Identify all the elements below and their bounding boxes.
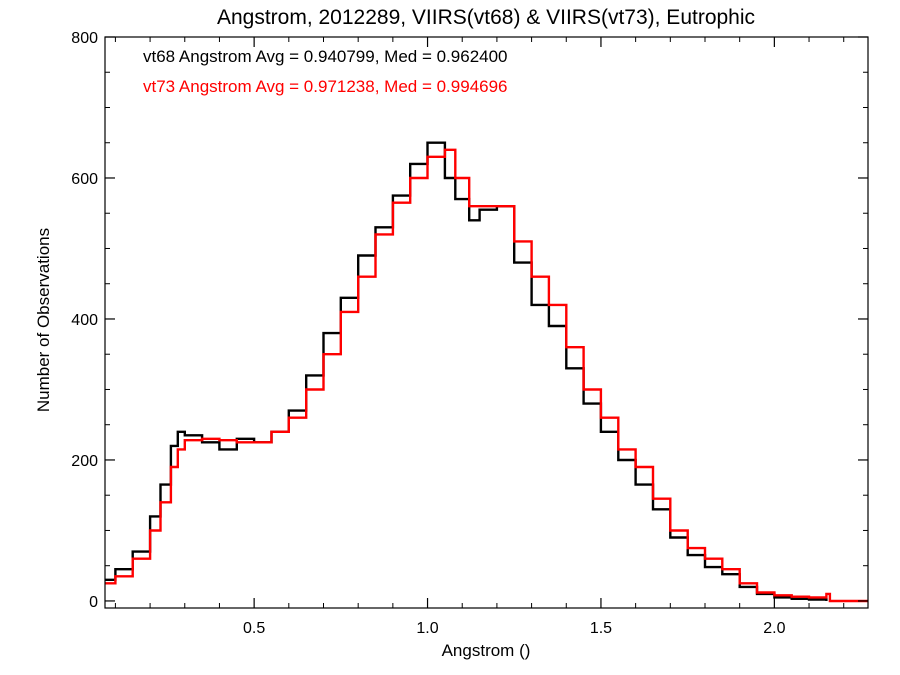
y-tick-label: 0 — [89, 594, 98, 611]
x-tick-label: 1.0 — [416, 620, 438, 637]
annotation-vt68-stats: vt68 Angstrom Avg = 0.940799, Med = 0.96… — [143, 47, 508, 66]
plot-frame — [104, 36, 869, 609]
chart-title: Angstrom, 2012289, VIIRS(vt68) & VIIRS(v… — [217, 6, 755, 29]
y-axis-label: Number of Observations — [34, 228, 53, 412]
annotations: vt68 Angstrom Avg = 0.940799, Med = 0.96… — [143, 47, 508, 96]
x-tick-label: 1.5 — [590, 620, 612, 637]
x-tick-label: 0.5 — [243, 620, 265, 637]
x-axis-label: Angstrom () — [442, 641, 531, 660]
y-axis: 0 200 400 600 800 — [71, 30, 868, 611]
y-tick-label: 600 — [71, 171, 98, 188]
y-tick-label: 800 — [71, 30, 98, 47]
plot-area: 0.5 1.0 1.5 2.0 0 200 400 600 800 — [71, 30, 869, 637]
series-line-1 — [105, 148, 868, 603]
series-layer — [105, 141, 868, 603]
annotation-vt73-stats: vt73 Angstrom Avg = 0.971238, Med = 0.99… — [143, 77, 508, 96]
x-tick-label: 2.0 — [763, 620, 785, 637]
y-tick-label: 200 — [71, 453, 98, 470]
y-tick-label: 400 — [71, 312, 98, 329]
x-axis: 0.5 1.0 1.5 2.0 — [114, 37, 845, 637]
